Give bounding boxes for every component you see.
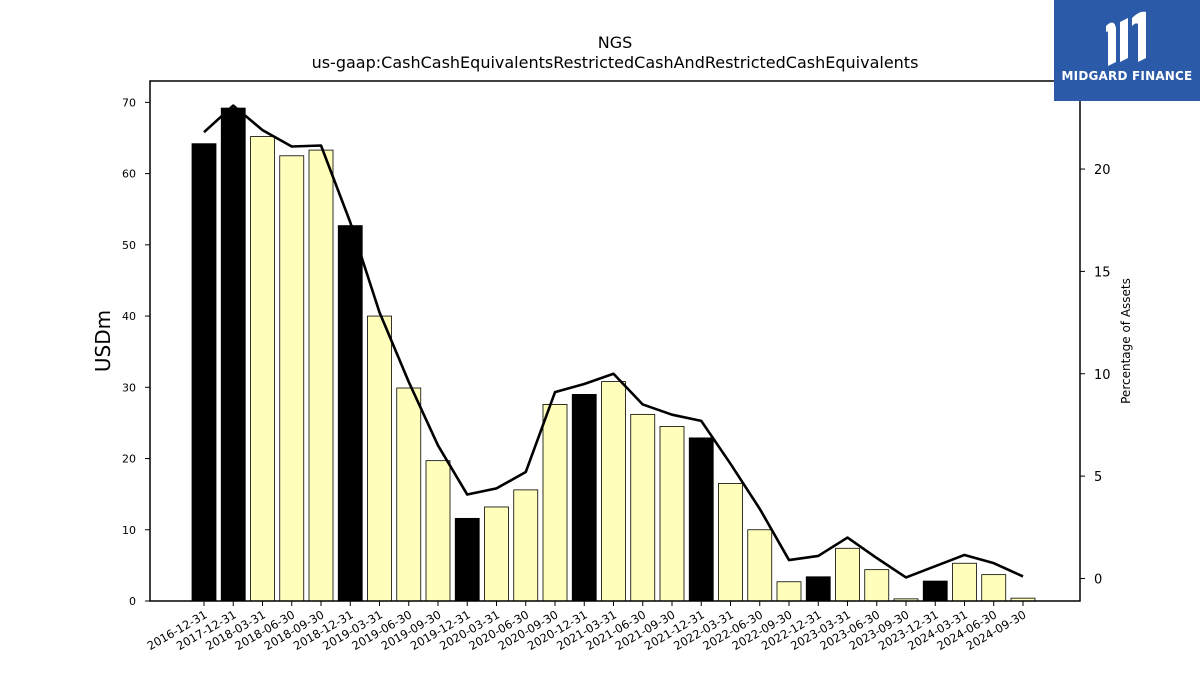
bar [279,155,305,602]
bar [747,529,773,602]
x-axis: 2016-12-312017-12-312018-03-312018-06-30… [145,601,1029,653]
bar [688,437,714,602]
bar [952,562,977,602]
y-tick-label: 10 [122,524,136,537]
midgard-finance-logo: MIDGARD FINANCE [1054,0,1200,101]
plot-frame [149,80,1081,602]
bar [981,574,1007,602]
bar [220,107,246,602]
line-group [203,104,1024,579]
bar [630,413,656,602]
bar [308,149,334,602]
bar [425,460,451,602]
percentage-line [203,104,1024,579]
bar [396,387,422,602]
y2-axis-label: Percentage of Assets [1119,278,1133,404]
bar [835,547,860,602]
bar [513,489,539,602]
bar [367,315,392,602]
y-tick-label: 20 [122,453,136,466]
bar [659,426,685,602]
logo-text: MIDGARD FINANCE [1061,69,1193,83]
bar [191,143,217,602]
bar [484,506,509,602]
bar [601,381,626,602]
y-axis-label: USDm [91,310,115,372]
bar [805,576,831,602]
y2-tick-label: 10 [1094,368,1111,383]
chart-title: NGS [598,33,633,52]
y-tick-label: 40 [122,310,136,323]
bars-group [191,107,1036,602]
bar [922,580,948,602]
right-axis: 0 5 10 15 20 [1080,163,1111,587]
bar [571,394,597,602]
bar [864,569,890,602]
bar [337,225,363,602]
y-tick-label: 50 [122,239,136,252]
bar [776,581,802,602]
left-axis: 0 10 20 30 40 50 60 70 [122,96,150,608]
y-tick-label: 0 [129,595,136,608]
bar [542,403,568,602]
bar [454,517,480,602]
y2-tick-label: 20 [1094,163,1111,178]
y2-tick-label: 5 [1094,470,1102,485]
bar [718,483,743,602]
y-tick-label: 70 [122,96,136,109]
y-tick-label: 60 [122,168,136,181]
chart-subtitle: us-gaap:CashCashEquivalentsRestrictedCas… [312,53,919,72]
y-tick-label: 30 [122,381,136,394]
logo-mark-icon [1106,11,1146,66]
bar [250,136,275,602]
y2-tick-label: 0 [1094,572,1102,587]
y2-tick-label: 15 [1094,265,1111,280]
